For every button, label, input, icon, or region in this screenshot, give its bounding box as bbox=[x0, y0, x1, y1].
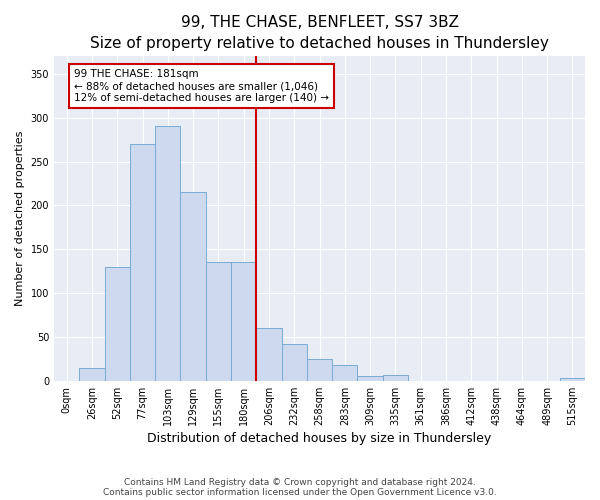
Bar bbox=[307, 359, 332, 381]
Text: 99 THE CHASE: 181sqm
← 88% of detached houses are smaller (1,046)
12% of semi-de: 99 THE CHASE: 181sqm ← 88% of detached h… bbox=[74, 70, 329, 102]
Bar bbox=[130, 144, 155, 381]
Title: 99, THE CHASE, BENFLEET, SS7 3BZ
Size of property relative to detached houses in: 99, THE CHASE, BENFLEET, SS7 3BZ Size of… bbox=[90, 15, 549, 51]
Y-axis label: Number of detached properties: Number of detached properties bbox=[15, 131, 25, 306]
Bar bbox=[79, 368, 104, 381]
X-axis label: Distribution of detached houses by size in Thundersley: Distribution of detached houses by size … bbox=[148, 432, 491, 445]
Bar bbox=[383, 374, 408, 381]
Bar bbox=[560, 378, 585, 381]
Bar bbox=[104, 267, 130, 381]
Bar bbox=[231, 262, 256, 381]
Bar bbox=[206, 262, 231, 381]
Bar bbox=[181, 192, 206, 381]
Bar bbox=[281, 344, 307, 381]
Bar bbox=[256, 328, 281, 381]
Bar bbox=[358, 376, 383, 381]
Bar bbox=[332, 365, 358, 381]
Text: Contains HM Land Registry data © Crown copyright and database right 2024.
Contai: Contains HM Land Registry data © Crown c… bbox=[103, 478, 497, 497]
Bar bbox=[155, 126, 181, 381]
